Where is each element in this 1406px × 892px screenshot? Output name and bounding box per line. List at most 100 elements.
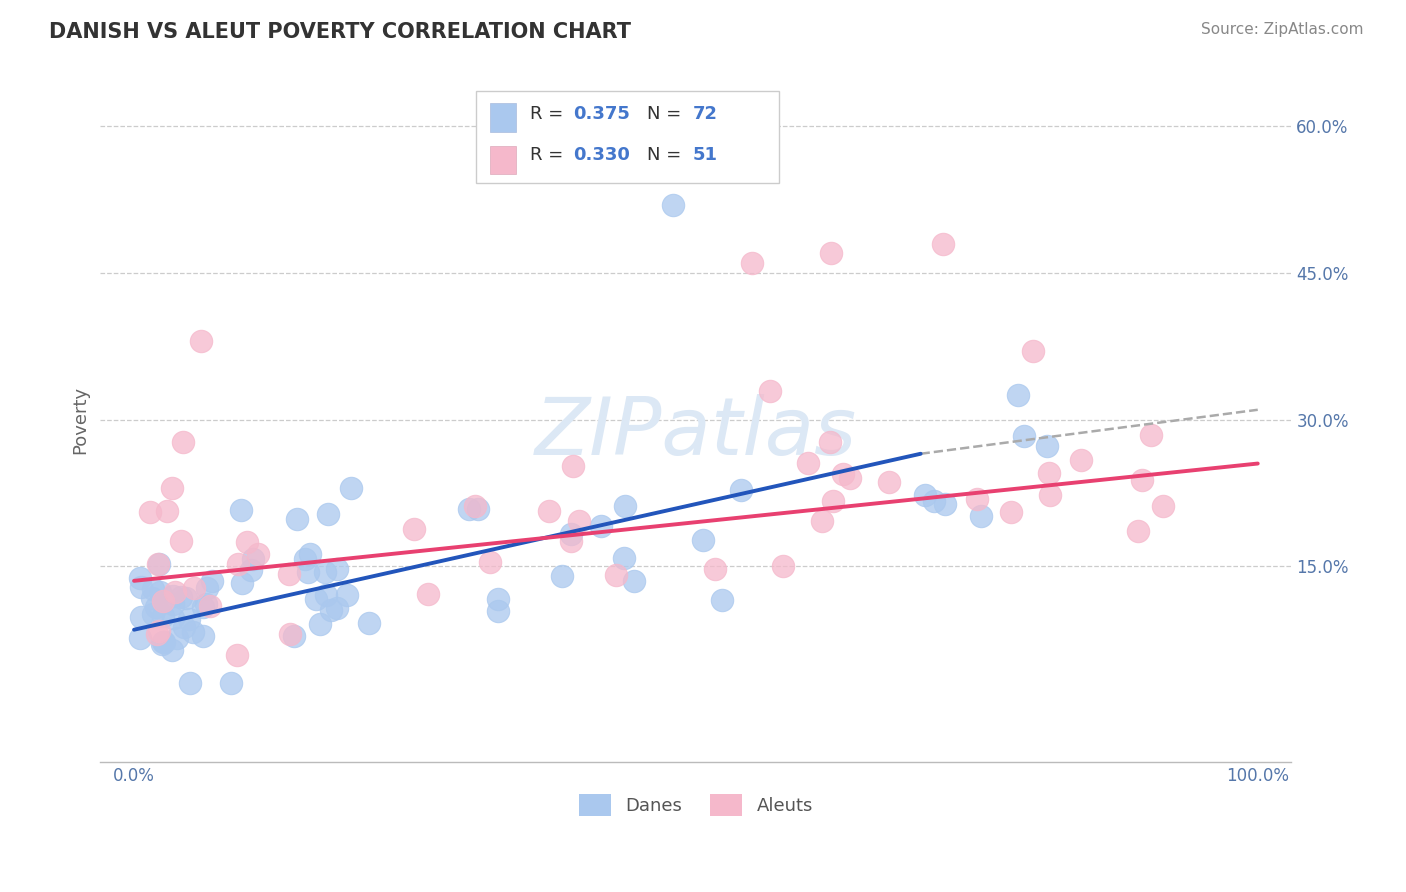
Point xyxy=(922,493,945,508)
Point xyxy=(1000,505,1022,519)
Point xyxy=(560,534,582,549)
Point xyxy=(141,591,163,606)
Text: N =: N = xyxy=(647,146,688,164)
Point xyxy=(486,592,509,607)
Point xyxy=(179,676,201,690)
Point xyxy=(326,601,349,615)
Point xyxy=(183,581,205,595)
Point xyxy=(934,497,956,511)
Point xyxy=(704,561,727,575)
Point xyxy=(711,592,734,607)
Point xyxy=(285,512,308,526)
Point xyxy=(914,488,936,502)
Point xyxy=(145,626,167,640)
Point xyxy=(173,620,195,634)
Point xyxy=(297,565,319,579)
Point xyxy=(464,500,486,514)
Point xyxy=(153,635,176,649)
Point xyxy=(201,574,224,589)
Point xyxy=(478,555,501,569)
Point xyxy=(152,608,174,623)
Point xyxy=(1036,439,1059,453)
Point xyxy=(191,629,214,643)
Point xyxy=(146,557,169,571)
Point xyxy=(741,256,763,270)
Point xyxy=(605,567,627,582)
Point xyxy=(139,505,162,519)
Point xyxy=(128,631,150,645)
Point xyxy=(278,626,301,640)
Text: R =: R = xyxy=(530,104,569,123)
Y-axis label: Poverty: Poverty xyxy=(72,385,89,454)
Point xyxy=(162,597,184,611)
Point xyxy=(172,435,194,450)
Point xyxy=(283,629,305,643)
Point xyxy=(246,548,269,562)
Point xyxy=(278,567,301,582)
Point xyxy=(969,509,991,524)
Point xyxy=(821,493,844,508)
Point xyxy=(662,197,685,211)
Point xyxy=(316,507,339,521)
Point xyxy=(839,470,862,484)
Point xyxy=(150,637,173,651)
Text: 72: 72 xyxy=(692,104,717,123)
Text: R =: R = xyxy=(530,146,569,164)
Point xyxy=(195,581,218,595)
Point xyxy=(170,533,193,548)
Point xyxy=(305,592,328,607)
Point xyxy=(1007,388,1029,402)
Point xyxy=(198,599,221,613)
Point xyxy=(294,551,316,566)
Point xyxy=(1130,473,1153,487)
Point xyxy=(340,481,363,495)
Point xyxy=(149,585,172,599)
Point xyxy=(190,334,212,349)
Point xyxy=(560,527,582,541)
Point xyxy=(309,617,332,632)
Point xyxy=(404,522,426,536)
Point xyxy=(315,588,337,602)
Point xyxy=(162,611,184,625)
Point xyxy=(1039,488,1062,502)
Point xyxy=(170,590,193,604)
Point xyxy=(796,456,818,470)
Point xyxy=(326,562,349,576)
Point xyxy=(1152,499,1174,513)
Point xyxy=(1139,428,1161,442)
Point xyxy=(129,610,152,624)
Point xyxy=(165,584,187,599)
Text: N =: N = xyxy=(647,104,688,123)
Point xyxy=(831,467,853,481)
Point xyxy=(166,631,188,645)
Bar xyxy=(489,103,516,132)
Point xyxy=(1038,466,1060,480)
Point xyxy=(818,435,841,450)
Point xyxy=(162,589,184,603)
Point xyxy=(758,384,780,399)
Point xyxy=(1014,428,1036,442)
Point xyxy=(568,514,591,528)
Point xyxy=(152,593,174,607)
Point xyxy=(148,557,170,571)
Point xyxy=(229,503,252,517)
Point xyxy=(820,246,842,260)
Point xyxy=(226,648,249,663)
FancyBboxPatch shape xyxy=(475,91,779,184)
Point xyxy=(418,587,440,601)
Point xyxy=(562,459,585,474)
Text: 0.330: 0.330 xyxy=(574,146,630,164)
Point xyxy=(932,236,955,251)
Point xyxy=(148,624,170,638)
Point xyxy=(336,588,359,602)
Text: Source: ZipAtlas.com: Source: ZipAtlas.com xyxy=(1201,22,1364,37)
Point xyxy=(966,491,988,506)
Point xyxy=(242,552,264,566)
Point xyxy=(1128,524,1150,538)
Point xyxy=(191,600,214,615)
Text: 51: 51 xyxy=(692,146,717,164)
Point xyxy=(128,571,150,585)
Point xyxy=(772,558,794,573)
Point xyxy=(614,500,637,514)
Point xyxy=(1022,344,1045,359)
